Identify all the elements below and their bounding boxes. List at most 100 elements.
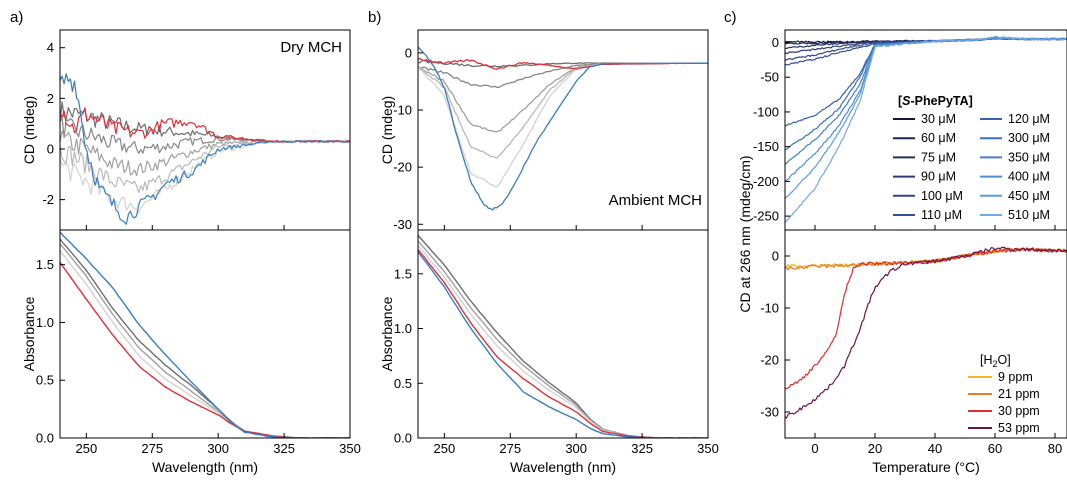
x-tick-label: 350	[697, 441, 719, 456]
panel-b-cd: 0 -10 -20 -30 CD (mdeg) Ambient MCH	[379, 29, 709, 232]
legend-title-water: [H2O]	[980, 353, 1011, 369]
y-tick-label: 0.5	[394, 376, 412, 391]
x-tick-label: 325	[273, 441, 295, 456]
legend-label: 120 μM	[1008, 112, 1050, 126]
y-tick-label: -150	[753, 139, 779, 154]
legend-title-concentration: [S-PhePyTA]	[898, 94, 973, 108]
panel-a-abs-series	[60, 231, 350, 438]
x-tick-label: 250	[434, 441, 456, 456]
panel-a-abs: 0.0 0.5 1.0 1.5 250 275 300 325 350 Wavelength (n…	[21, 229, 361, 475]
series-line-2	[418, 244, 708, 438]
series-53-ppm	[785, 246, 1067, 419]
series-line-3	[60, 261, 350, 438]
legend-label: 60 μM	[921, 131, 956, 145]
y-axis-label: CD (mdeg)	[379, 96, 395, 164]
y-tick-label: -50	[760, 70, 779, 85]
panel-label-a: a)	[10, 9, 23, 26]
panel-b-abs-series	[418, 234, 708, 438]
x-axis-label: Temperature (°C)	[872, 459, 980, 475]
x-tick-label: 80	[1048, 441, 1062, 456]
y-tick-label: 0	[47, 141, 54, 156]
panel-a-cd-series	[60, 73, 350, 225]
legend-label: 100 μM	[921, 189, 963, 203]
y-axis-label: Absorbance	[379, 296, 395, 371]
x-tick-label: 40	[928, 441, 942, 456]
x-tick-label: 300	[207, 441, 229, 456]
legend-label: 9 ppm	[998, 370, 1033, 384]
y-tick-label: 1.0	[36, 315, 54, 330]
annotation-text: Ambient MCH	[609, 192, 702, 209]
panel-c-cd-series	[785, 35, 1067, 223]
y-tick-label: 0.5	[36, 373, 54, 388]
panel-b-cd-series	[418, 46, 708, 211]
series-line-3	[60, 139, 350, 193]
x-tick-label: 275	[499, 441, 521, 456]
series-line-6	[418, 46, 708, 211]
annotation-text: Dry MCH	[280, 39, 342, 56]
y-tick-label: 1.5	[36, 257, 54, 272]
legend-label: 90 μM	[921, 170, 956, 184]
series-line-2	[418, 62, 708, 133]
y-tick-label: -2	[42, 192, 54, 207]
y-tick-label: 0	[405, 45, 412, 60]
legend-label: 450 μM	[1008, 189, 1050, 203]
legend-label: 400 μM	[1008, 170, 1050, 184]
y-axis-label: CD (mdeg)	[21, 96, 37, 164]
legend-label: 53 ppm	[998, 421, 1040, 435]
y-tick-label: 0.0	[394, 431, 412, 446]
legend-label: 21 ppm	[998, 387, 1040, 401]
legend-label: 75 μM	[921, 150, 956, 164]
series-line-5	[60, 107, 350, 143]
series-line-4	[418, 251, 708, 438]
panel-c-cd: 0 -50 -100 -150 -200 -250	[753, 29, 1067, 231]
legend-label: 350 μM	[1008, 150, 1050, 164]
y-tick-label: -200	[753, 174, 779, 189]
y-tick-label: -10	[760, 301, 779, 316]
y-tick-label: -250	[753, 209, 779, 224]
y-tick-label: 0	[772, 249, 779, 264]
y-tick-label: 1.0	[394, 321, 412, 336]
x-tick-label: 300	[565, 441, 587, 456]
series-21-ppm	[785, 247, 1067, 271]
y-tick-label: -100	[753, 104, 779, 119]
legend-label: 110 μM	[921, 208, 962, 222]
series-line-6	[60, 73, 350, 225]
y-tick-label: 4	[47, 40, 54, 55]
x-tick-label: 0	[811, 441, 818, 456]
panel-c-h2o-series	[785, 246, 1067, 419]
series-line-0	[60, 238, 350, 438]
c-y-axis-label: CD at 266 nm (mdeg/cm)	[737, 155, 753, 312]
legend-label: 30 μM	[921, 112, 956, 126]
y-tick-label: 0	[772, 35, 779, 50]
x-tick-label: 275	[141, 441, 163, 456]
series-510-M	[785, 35, 1067, 223]
legend-label: 300 μM	[1008, 131, 1050, 145]
panel-a-cd-frame	[59, 29, 351, 231]
series-line-2	[60, 250, 350, 438]
y-tick-label: -30	[393, 217, 412, 232]
panel-c-h2o: 0 -10 -20 -30 0 20 40 60 80 Temperature (°C)	[760, 229, 1067, 475]
y-tick-label: -20	[393, 160, 412, 175]
series-line-1	[418, 240, 708, 438]
legend-label: 510 μM	[1008, 208, 1050, 222]
y-tick-label: 2	[47, 91, 54, 106]
y-axis-label: Absorbance	[21, 296, 37, 371]
y-tick-label: -30	[760, 405, 779, 420]
x-tick-label: 60	[988, 441, 1002, 456]
series-line-4	[60, 139, 350, 214]
x-axis-label: Wavelength (nm)	[152, 459, 258, 475]
panel-a-cd: 4 2 0 -2 CD (mdeg) Dry MCH	[21, 29, 351, 231]
series-30-ppm	[785, 247, 1067, 390]
x-tick-label: 325	[631, 441, 653, 456]
panel-b-abs: 0.0 0.5 1.0 1.5 250 275 300 325 350 Wavelength (n…	[379, 229, 719, 475]
panel-a-abs-frame	[59, 229, 351, 439]
x-tick-label: 20	[868, 441, 882, 456]
panel-label-c: c)	[724, 9, 737, 26]
series-line-3	[418, 249, 708, 438]
x-tick-label: 250	[76, 441, 98, 456]
y-tick-label: 1.5	[394, 266, 412, 281]
y-tick-label: -20	[760, 353, 779, 368]
y-tick-label: -10	[393, 103, 412, 118]
legend-label: 30 ppm	[998, 404, 1040, 418]
